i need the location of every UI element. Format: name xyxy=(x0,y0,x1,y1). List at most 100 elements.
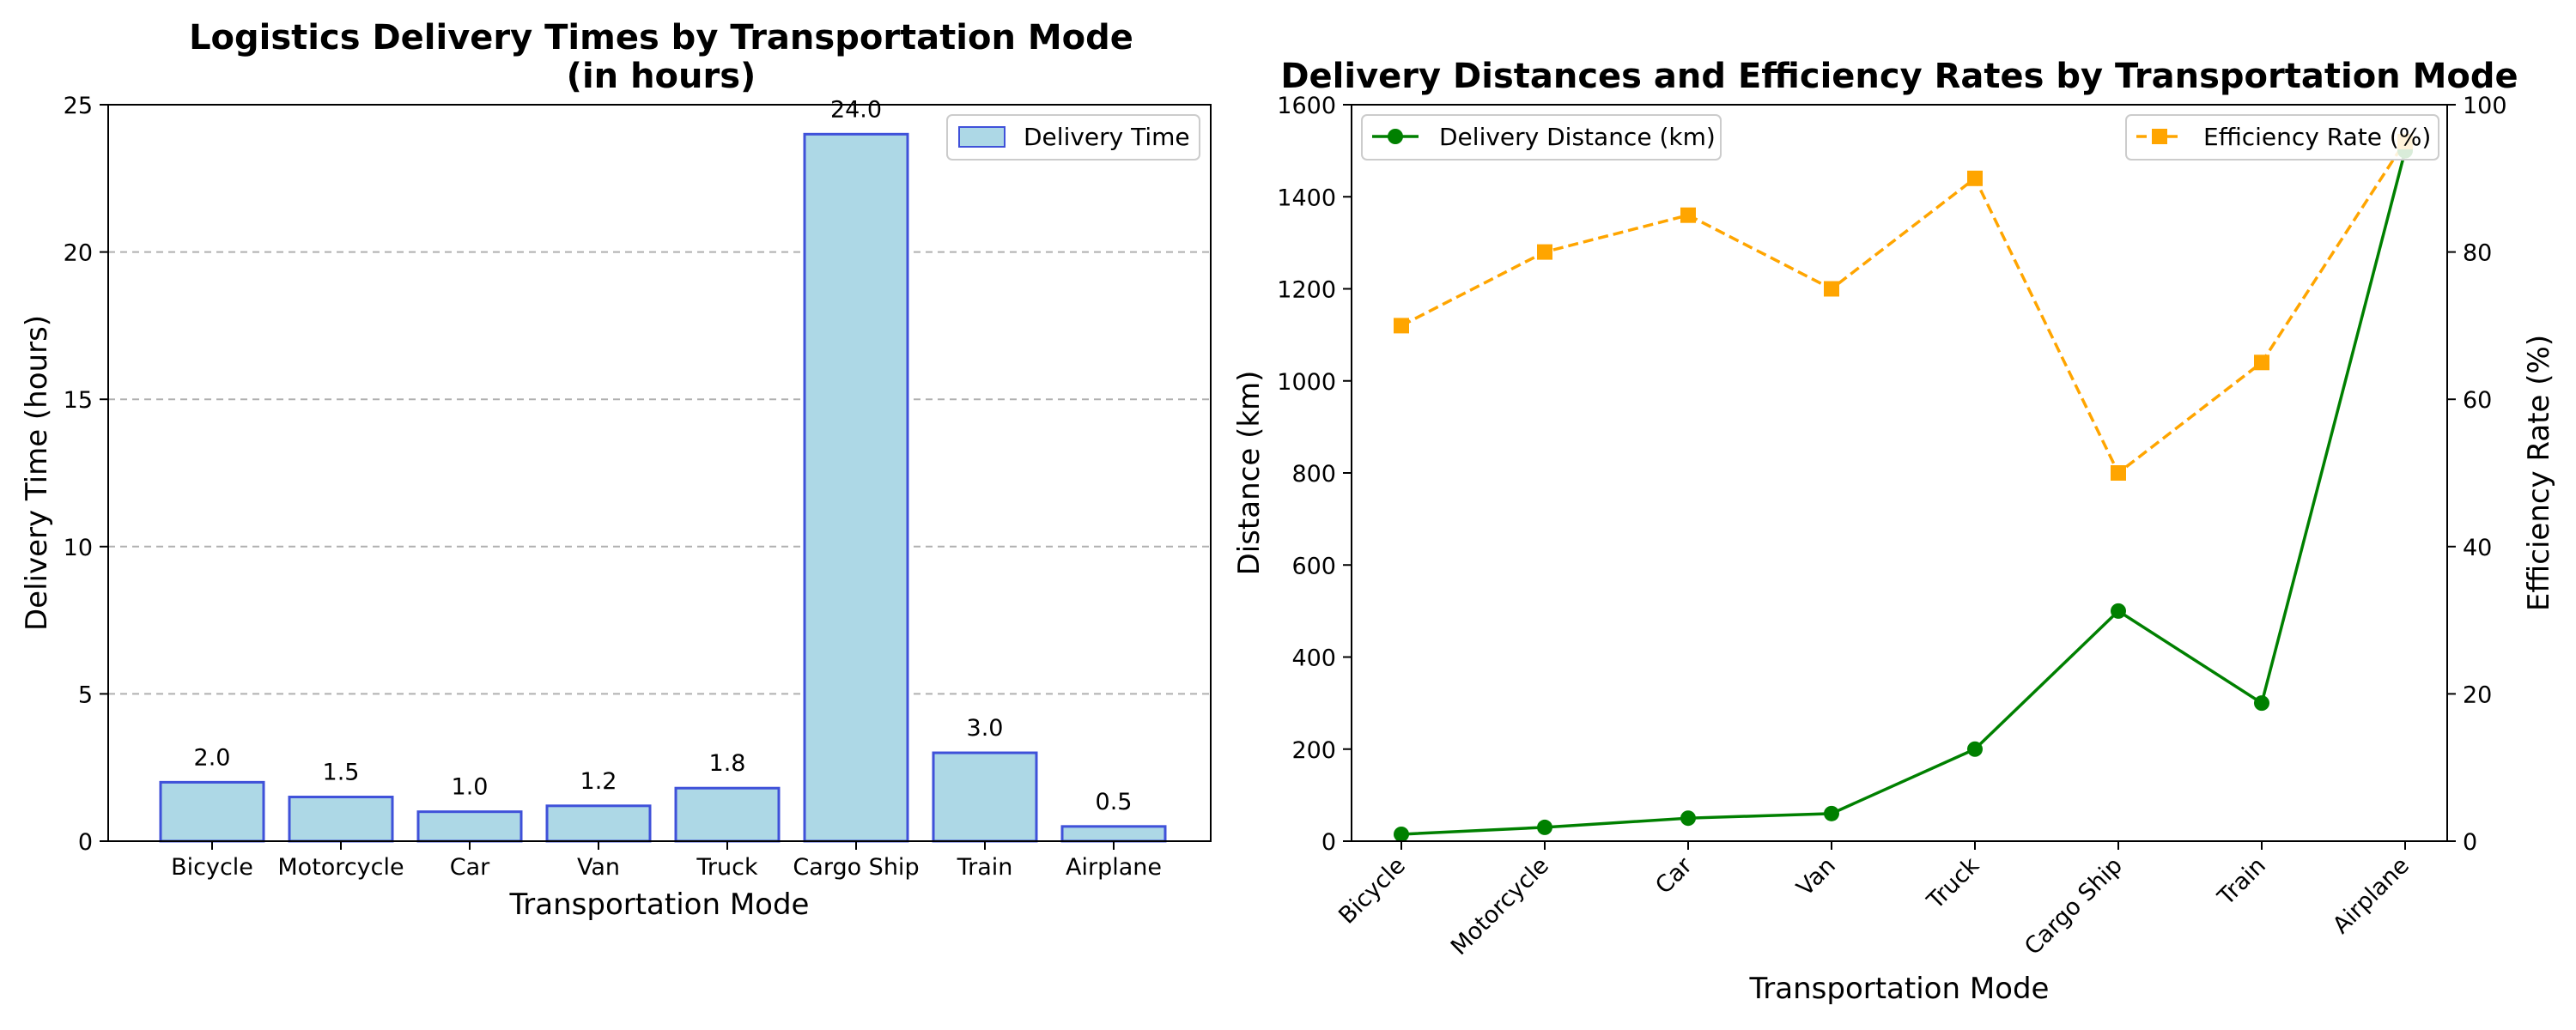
bar-truck xyxy=(674,786,781,843)
bar-airplane xyxy=(1060,825,1167,843)
right-y-tick-label: 80 xyxy=(2463,240,2492,267)
bar-bicycle xyxy=(159,780,265,843)
x-tick-label: Airplane xyxy=(1066,854,1162,881)
bar-data-label: 1.8 xyxy=(709,750,746,777)
bar-data-label: 2.0 xyxy=(194,744,231,771)
line-chart-left-y-ticks: 0 200 400 600 800 1000 1200 1400 1600 xyxy=(1277,93,1352,856)
bar-train xyxy=(932,751,1038,843)
line-chart-right-y-axis-label: Efficiency Rate (%) xyxy=(2522,335,2556,611)
point-efficiency-truck xyxy=(1967,170,1983,186)
bar-data-label: 0.5 xyxy=(1096,789,1133,815)
bar-chart-legend-label: Delivery Time xyxy=(1024,123,1190,151)
left-y-tick-label: 1000 xyxy=(1277,369,1336,396)
x-tick-label: Motorcycle xyxy=(1446,852,1554,960)
line-chart-right-y-ticks: 0 20 40 60 80 100 xyxy=(2447,93,2507,856)
x-tick-label: Truck xyxy=(1922,852,1984,915)
bar-data-label: 3.0 xyxy=(967,715,1004,742)
bar-car xyxy=(416,810,523,843)
bar-chart-x-ticks: Bicycle Motorcycle Car Van Truck Cargo Ship Tr… xyxy=(171,841,1162,881)
x-tick-label: Airplane xyxy=(2328,852,2415,939)
bar-chart-legend: Delivery Time xyxy=(946,114,1200,161)
bar-chart-y-ticks: 0 5 10 15 20 25 xyxy=(64,93,108,856)
line-chart-lines xyxy=(1400,140,2407,836)
right-y-tick-label: 40 xyxy=(2463,535,2492,561)
bar-chart: Logistics Delivery Times by Transportati… xyxy=(20,18,1212,922)
bar-chart-bars xyxy=(159,132,1167,843)
x-tick-label: Motorcycle xyxy=(277,854,404,881)
x-tick-label: Train xyxy=(2213,852,2271,911)
line-chart-legend-efficiency-marker xyxy=(2152,129,2167,144)
line-chart-plot-frame xyxy=(1351,104,2448,842)
point-efficiency-motorcycle xyxy=(1537,244,1552,260)
x-tick-label: Van xyxy=(1792,852,1841,901)
line-chart-legend-distance-label: Delivery Distance (km) xyxy=(1439,123,1716,151)
right-y-tick-label: 60 xyxy=(2463,387,2492,414)
line-chart-legend-left: Delivery Distance (km) xyxy=(1361,114,1722,161)
point-efficiency-van xyxy=(1824,281,1839,297)
point-distance-motorcycle xyxy=(1537,819,1552,835)
x-tick-label: Train xyxy=(957,854,1013,881)
left-y-tick-label: 1600 xyxy=(1277,93,1336,119)
line-chart-x-axis-label: Transportation Mode xyxy=(1749,972,2050,1006)
line-chart-x-ticks: Bicycle Motorcycle Car Van Truck Cargo Ship Tr… xyxy=(1334,841,2415,960)
bar-chart-x-axis-label: Transportation Mode xyxy=(509,888,810,922)
bar-chart-subtitle: (in hours) xyxy=(567,57,756,96)
bar-data-label: 1.2 xyxy=(580,768,617,795)
bar-chart-gridlines xyxy=(108,251,1211,695)
line-chart: Delivery Distances and Efficiency Rates … xyxy=(1232,57,2556,1006)
bar-chart-data-labels: 2.0 1.5 1.0 1.2 1.8 24.0 3.0 0.5 xyxy=(194,96,1133,815)
line-chart-legend-distance-marker xyxy=(1388,129,1403,144)
line-chart-legend-right: Efficiency Rate (%) xyxy=(2125,114,2439,161)
bar-chart-legend-box xyxy=(946,114,1200,161)
point-distance-train xyxy=(2254,695,2269,712)
bar-chart-title: Logistics Delivery Times by Transportati… xyxy=(189,18,1133,58)
point-distance-truck xyxy=(1967,741,1983,757)
bar-chart-plot-frame xyxy=(107,104,1212,842)
point-distance-van xyxy=(1824,805,1839,821)
series-line-0 xyxy=(1400,150,2407,836)
bar-data-label: 1.0 xyxy=(452,774,489,801)
y-tick-label: 15 xyxy=(64,387,93,414)
point-efficiency-car xyxy=(1680,207,1696,223)
line-chart-legend-left-box xyxy=(1361,114,1722,161)
x-tick-label: Bicycle xyxy=(1334,852,1411,930)
point-distance-car xyxy=(1680,810,1696,827)
x-tick-label: Bicycle xyxy=(171,854,253,881)
line-chart-title: Delivery Distances and Efficiency Rates … xyxy=(1280,57,2518,96)
bar-van xyxy=(545,804,652,843)
point-distance-cargo-ship xyxy=(2111,603,2126,619)
left-y-tick-label: 1200 xyxy=(1277,277,1336,304)
x-tick-label: Truck xyxy=(696,854,758,881)
point-efficiency-cargo-ship xyxy=(2111,465,2126,481)
series-line-1 xyxy=(1400,140,2407,476)
y-tick-label: 20 xyxy=(64,240,93,267)
left-y-tick-label: 600 xyxy=(1291,553,1336,579)
x-tick-label: Car xyxy=(1650,851,1698,899)
left-y-tick-label: 200 xyxy=(1291,737,1336,764)
point-distance-bicycle xyxy=(1394,826,1409,842)
y-tick-label: 5 xyxy=(78,682,93,708)
bar-cargo-ship xyxy=(803,132,909,843)
bar-data-label: 24.0 xyxy=(830,96,882,123)
x-tick-label: Cargo Ship xyxy=(793,854,919,881)
left-y-tick-label: 1400 xyxy=(1277,185,1336,211)
point-efficiency-train xyxy=(2254,354,2269,371)
bar-motorcycle xyxy=(288,796,394,843)
x-tick-label: Car xyxy=(450,854,490,881)
bar-data-label: 1.5 xyxy=(323,760,360,786)
x-tick-label: Cargo Ship xyxy=(2020,852,2128,960)
y-tick-label: 25 xyxy=(64,93,93,119)
left-y-tick-label: 800 xyxy=(1291,461,1336,488)
y-tick-label: 0 xyxy=(78,829,93,856)
left-y-tick-label: 0 xyxy=(1321,829,1336,856)
line-chart-legend-right-box xyxy=(2125,114,2439,161)
point-efficiency-bicycle xyxy=(1394,318,1409,334)
bar-chart-y-axis-label: Delivery Time (hours) xyxy=(20,315,54,631)
line-chart-markers xyxy=(1394,133,2413,842)
bar-chart-legend-swatch xyxy=(958,126,1005,148)
x-tick-label: Van xyxy=(577,854,620,881)
right-y-tick-label: 100 xyxy=(2463,93,2507,119)
left-y-tick-label: 400 xyxy=(1291,645,1336,672)
right-y-tick-label: 0 xyxy=(2463,829,2477,856)
